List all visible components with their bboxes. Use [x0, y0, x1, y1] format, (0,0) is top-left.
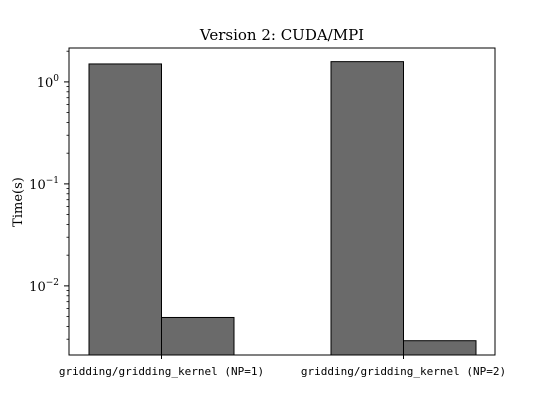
plot-frame [68, 47, 496, 356]
y-tick-label-1: 100 [37, 74, 60, 91]
bar-1-2 [161, 316, 235, 356]
bar-1-1 [88, 63, 162, 356]
y-tick-label-base: 10 [37, 76, 54, 91]
x-tick-label-1: gridding/gridding_kernel (NP=1) [59, 365, 264, 378]
chart-title: Version 2: CUDA/MPI [199, 26, 364, 44]
y-tick-label-base: 10 [29, 178, 46, 193]
y-tick-label-base: 10 [29, 280, 46, 295]
y-tick-label-exponent: 0 [53, 74, 59, 84]
y-tick-label-exponent: −2 [46, 278, 59, 288]
bar-2-2 [403, 340, 477, 356]
bars-layer [88, 61, 477, 356]
bar-2-1 [330, 61, 404, 356]
y-axis-label: Time(s) [11, 177, 26, 227]
x-tick-label-2: gridding/gridding_kernel (NP=2) [301, 365, 506, 378]
y-tick-label-3: 10−2 [29, 278, 59, 295]
y-tick-label-exponent: −1 [46, 176, 59, 186]
y-tick-label-2: 10−1 [29, 176, 59, 193]
x-axis-ticks: gridding/gridding_kernel (NP=1) gridding/… [59, 355, 506, 378]
